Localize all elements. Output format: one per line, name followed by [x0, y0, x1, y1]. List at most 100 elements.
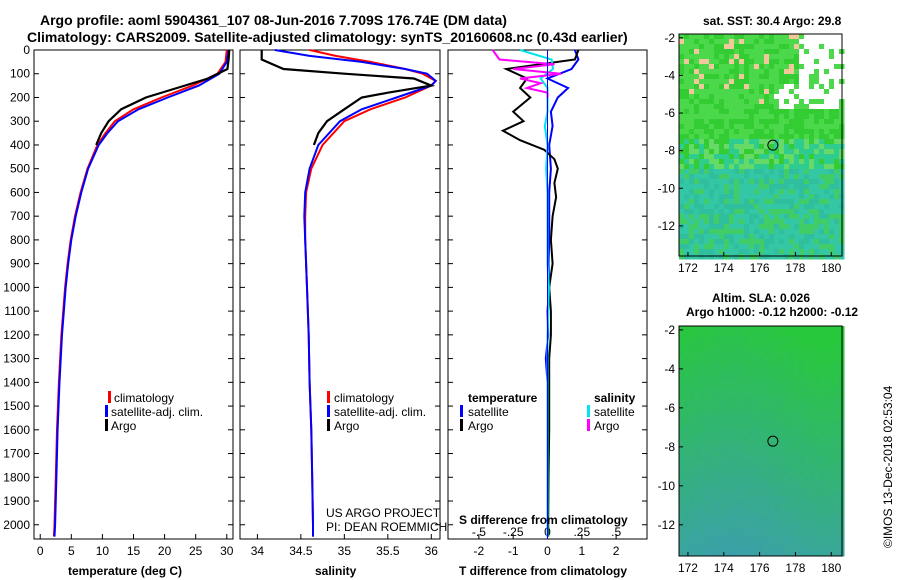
map-cell	[749, 69, 755, 75]
map-cell	[809, 466, 815, 472]
map-cell	[719, 551, 725, 557]
map-cell	[799, 224, 805, 230]
map-cell	[814, 184, 820, 190]
map-cell	[709, 144, 715, 150]
map-cell	[689, 109, 695, 115]
map-cell	[814, 336, 820, 342]
map-cell	[719, 531, 725, 537]
map-cell	[744, 396, 750, 402]
map-cell	[789, 441, 795, 447]
map-cell	[824, 451, 830, 457]
map-cell	[809, 341, 815, 347]
map-cell	[829, 214, 835, 220]
map-cell	[769, 174, 775, 180]
map-cell	[729, 436, 735, 442]
map-cell	[704, 416, 710, 422]
map-frame	[678, 325, 843, 557]
map-cell	[799, 119, 805, 125]
map-cell	[689, 456, 695, 462]
map-cell	[834, 184, 840, 190]
map-cell	[679, 49, 685, 55]
map-cell	[824, 506, 830, 512]
map-cell	[819, 79, 825, 85]
map-cell	[689, 371, 695, 377]
map-cell	[814, 456, 820, 462]
map-cell	[754, 224, 760, 230]
map-cell	[814, 224, 820, 230]
map-cell	[829, 154, 835, 160]
map-cell	[699, 154, 705, 160]
map-cell	[799, 134, 805, 140]
map-cell	[759, 154, 765, 160]
map-cell	[769, 361, 775, 367]
map-cell	[719, 44, 725, 50]
map-cell	[824, 224, 830, 230]
map-cell	[679, 386, 685, 392]
map-cell	[739, 526, 745, 532]
map-cell	[739, 149, 745, 155]
map-cell	[824, 64, 830, 70]
map-cell	[754, 451, 760, 457]
map-cell	[764, 234, 770, 240]
map-cell	[769, 94, 775, 100]
map-cell	[719, 386, 725, 392]
map-cell	[744, 84, 750, 90]
legend-s-satellite: satellite	[594, 405, 635, 419]
map-cell	[769, 376, 775, 382]
map-cell	[819, 174, 825, 180]
map-cell	[719, 541, 725, 547]
map-cell	[684, 486, 690, 492]
map-cell	[779, 376, 785, 382]
legend-argo: Argo	[111, 419, 137, 433]
map-cell	[719, 169, 725, 175]
y-tick-label: 1900	[3, 494, 30, 508]
map-cell	[834, 376, 840, 382]
map-cell	[729, 59, 735, 65]
map-cell	[734, 341, 740, 347]
map-cell	[759, 411, 765, 417]
map-cell	[704, 74, 710, 80]
map-cell	[764, 69, 770, 75]
map-cell	[704, 401, 710, 407]
map-cell	[709, 396, 715, 402]
map-cell	[704, 204, 710, 210]
map-cell	[834, 199, 840, 205]
map-cell	[794, 356, 800, 362]
map-cell	[819, 139, 825, 145]
map-cell	[799, 99, 805, 105]
map-cell	[699, 109, 705, 115]
map-cell	[769, 119, 775, 125]
map-cell	[764, 154, 770, 160]
map-cell	[789, 351, 795, 357]
map-cell	[779, 426, 785, 432]
map-cell	[729, 44, 735, 50]
map-cell	[709, 391, 715, 397]
map-cell	[684, 169, 690, 175]
map-cell	[774, 326, 780, 332]
map-cell	[719, 59, 725, 65]
map-cell	[709, 239, 715, 245]
map-cell	[719, 491, 725, 497]
map-cell	[754, 119, 760, 125]
map-cell	[724, 59, 730, 65]
map-cell	[729, 229, 735, 235]
map-cell	[704, 331, 710, 337]
map-cell	[819, 501, 825, 507]
map-cell	[729, 134, 735, 140]
map-cell	[764, 461, 770, 467]
map-cell	[824, 199, 830, 205]
map-cell	[809, 381, 815, 387]
map-cell	[824, 426, 830, 432]
map-cell	[754, 386, 760, 392]
map-cell	[704, 34, 710, 40]
map-cell	[689, 381, 695, 387]
map-cell	[789, 416, 795, 422]
map-cell	[689, 224, 695, 230]
map-cell	[819, 154, 825, 160]
map-cell	[774, 551, 780, 557]
map-cell	[814, 476, 820, 482]
map-cell	[829, 49, 835, 55]
map-cell	[709, 89, 715, 95]
map-cell	[824, 184, 830, 190]
map-cell	[754, 376, 760, 382]
